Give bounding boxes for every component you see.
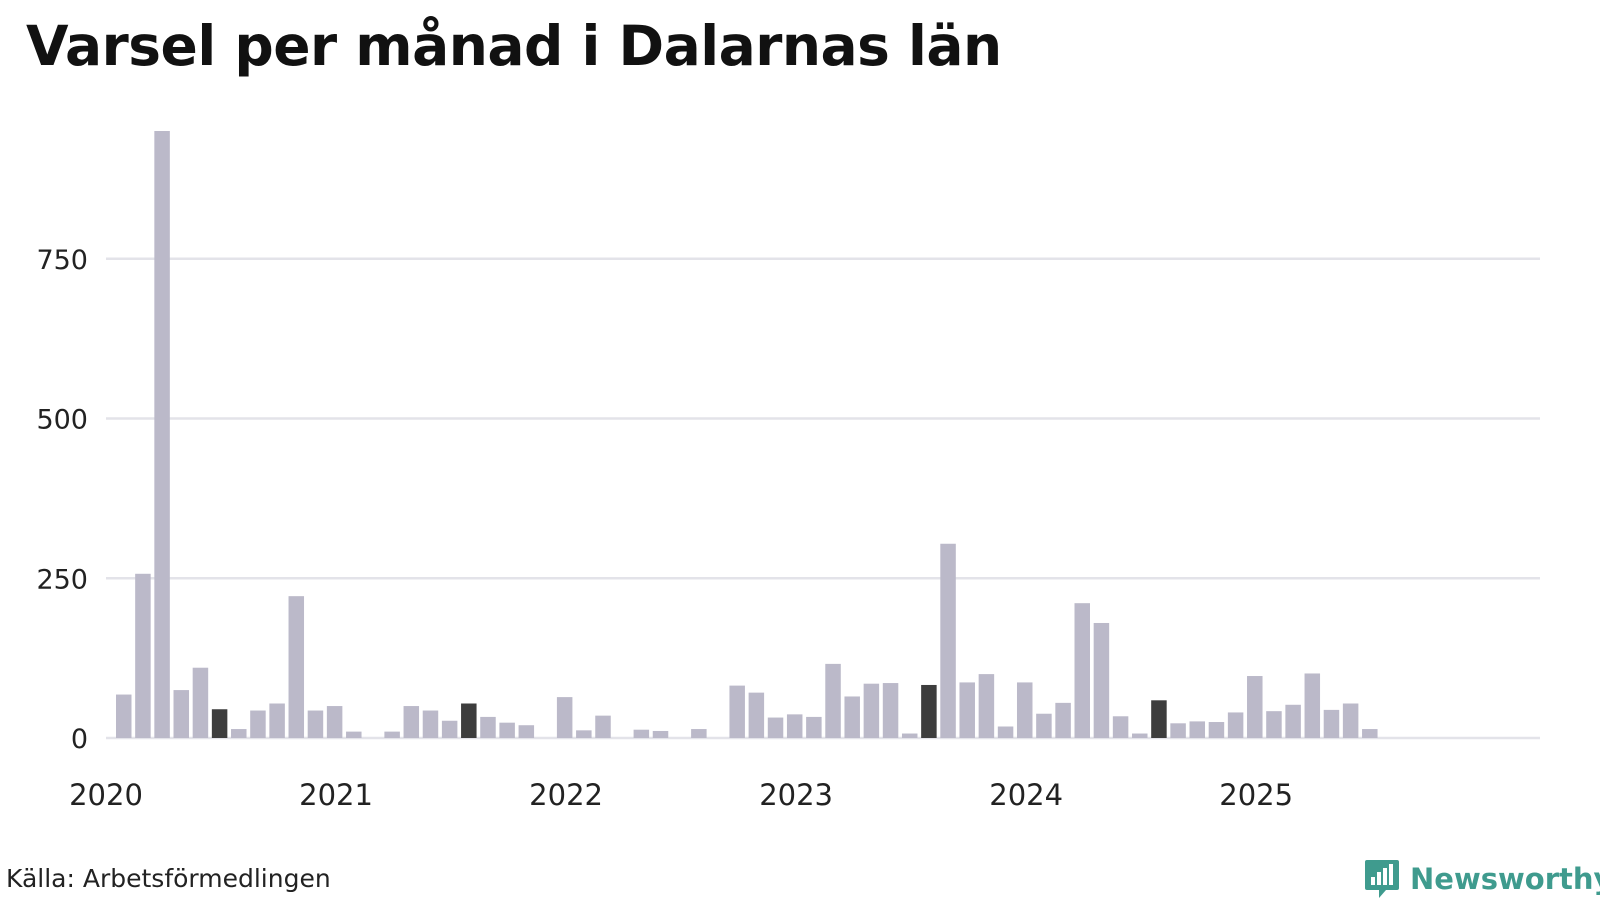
x-tick-label: 2025 [1219,778,1293,812]
bar-2020-07 [231,729,247,738]
bar-2021-06 [441,720,458,738]
bar-2020-04 [173,690,190,738]
bar-2021-12 [556,697,573,738]
chart-title: Varsel per månad i Dalarnas län [26,14,1002,78]
bar-2020-05 [192,667,209,738]
bar-2023-07 [921,684,937,738]
bar-2020-12 [326,706,343,738]
x-tick-label: 2022 [529,778,603,812]
bar-2022-11 [767,717,784,738]
bar-2024-03 [1074,603,1090,738]
source-label: Källa: Arbetsförmedlingen [6,864,331,893]
bar-2020-06 [211,709,228,738]
bar-2023-06 [901,733,918,738]
bar-2024-08 [1170,723,1186,738]
bar-2020-01 [116,694,132,738]
bar-2022-12 [786,714,803,738]
bar-2022-01 [576,730,592,738]
bar-2023-04 [863,683,880,738]
bar-2022-07 [691,729,707,738]
bar-2021-04 [403,706,420,738]
bar-2024-12 [1247,676,1263,738]
brand-name: Newsworthy [1410,862,1600,896]
y-tick-label: 500 [36,405,88,436]
y-tick-label: 750 [36,245,88,276]
bar-2022-05 [652,730,669,738]
bar-2022-04 [633,729,650,738]
y-tick-label: 0 [71,724,88,755]
bar-2024-02 [1055,702,1071,738]
bar-2021-08 [480,716,496,738]
bar-2024-10 [1208,722,1225,738]
bar-2023-03 [844,696,860,738]
bar-2025-01 [1266,711,1282,738]
bar-2021-03 [384,731,400,738]
bar-2024-11 [1227,712,1244,738]
bar-2023-01 [806,716,822,738]
bar-2022-02 [595,715,611,738]
bar-2024-01 [1036,713,1052,738]
bar-2021-05 [422,710,439,738]
x-tick-label: 2021 [299,778,373,812]
y-tick-label: 250 [36,564,88,595]
bar-2023-09 [959,682,975,738]
bar-2025-03 [1304,673,1321,738]
bar-2020-11 [307,710,324,738]
brand-logo[interactable]: Newsworthy [1364,858,1600,900]
bar-2025-02 [1285,704,1301,738]
bar-2025-05 [1342,703,1359,738]
bar-2021-10 [518,725,535,738]
bar-2020-02 [135,573,151,738]
bar-2022-09 [729,685,745,738]
bar-2025-06 [1362,729,1378,738]
bar-2020-03 [154,131,170,738]
bar-2023-10 [978,674,995,738]
bar-2024-09 [1189,721,1206,738]
bar-2024-04 [1093,622,1110,738]
x-tick-label: 2024 [989,778,1063,812]
bar-2024-07 [1151,700,1167,738]
x-tick-label: 2023 [759,778,833,812]
bar-2020-08 [250,710,266,738]
bar-2020-09 [269,703,285,738]
bar-2023-05 [882,683,899,738]
bar-2021-01 [346,731,362,738]
bar-2022-10 [748,692,765,738]
bar-2020-10 [288,596,305,738]
x-tick-label: 2020 [69,778,143,812]
bar-2024-05 [1112,716,1129,738]
bar-2021-07 [461,703,477,738]
bar-2023-02 [825,663,841,738]
bar-2023-08 [940,543,956,738]
bar-2021-09 [499,722,515,738]
bar-2023-11 [997,726,1014,738]
bar-2023-12 [1016,682,1033,738]
newsworthy-logo-icon [1365,860,1399,898]
bar-2025-04 [1323,709,1340,738]
bar-2024-06 [1132,733,1148,738]
